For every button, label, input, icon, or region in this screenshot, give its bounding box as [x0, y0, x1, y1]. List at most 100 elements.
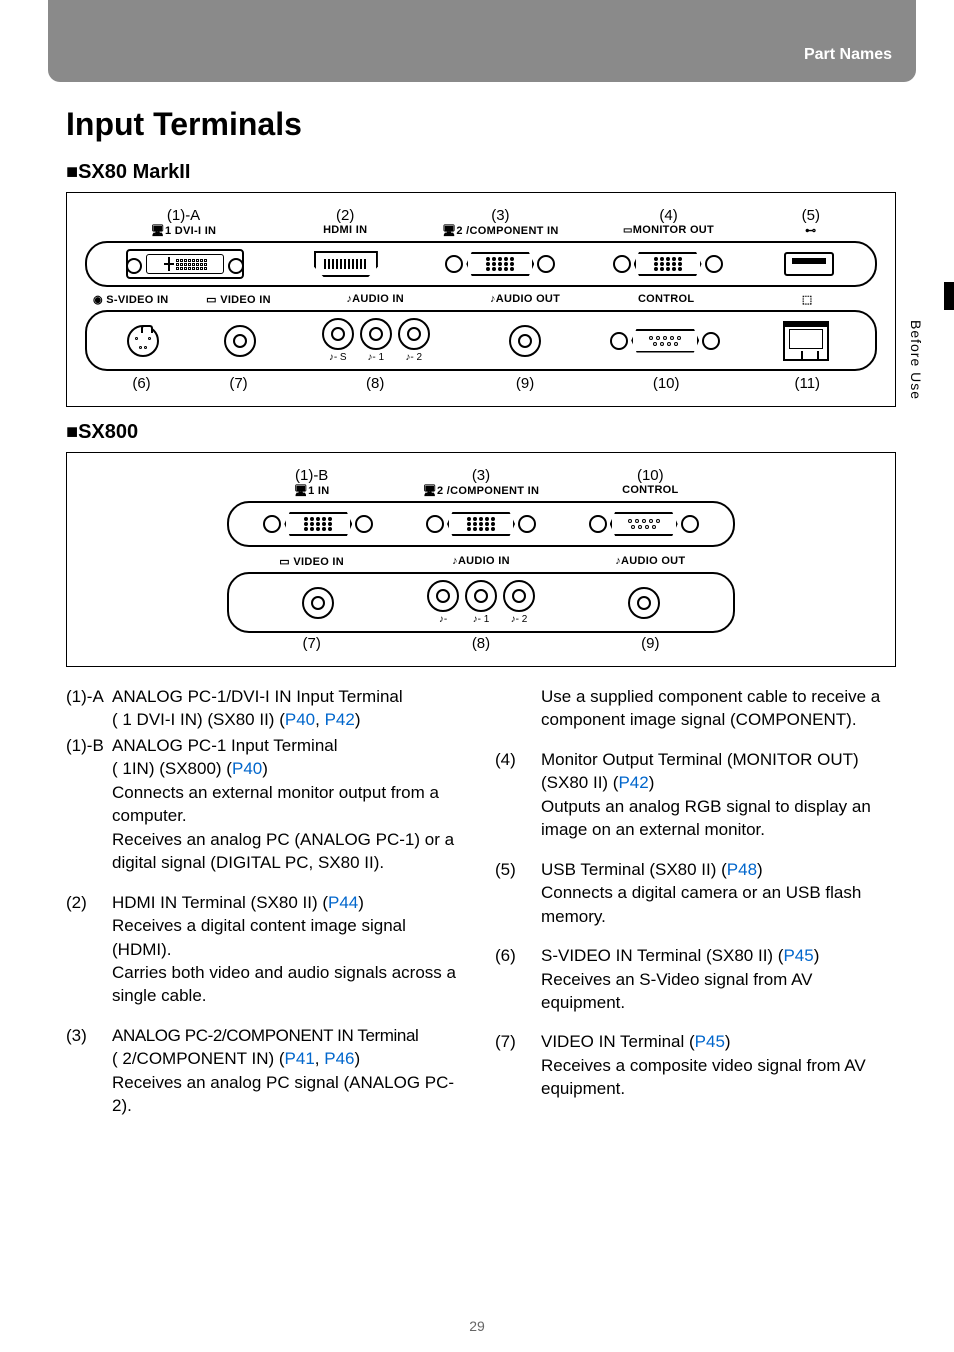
d2-bnum-7: (7)	[227, 635, 396, 652]
d1-cap-hdmi: HDMI IN	[274, 224, 416, 237]
item-1b: (1)-B ANALOG PC-1 Input Terminal ( 1IN) …	[66, 734, 467, 875]
d1-bnum-7: (7)	[190, 375, 287, 392]
d2-num-1b: (1)-B	[227, 467, 396, 484]
d1-num-1a: (1)-A	[93, 207, 274, 224]
d1-cap-usb: ⊷	[753, 224, 869, 237]
d1-cap-audioin: ♪AUDIO IN	[287, 293, 463, 306]
item-2-p2: Carries both video and audio signals acr…	[112, 963, 456, 1005]
diagram-sx80: (1)-A (2) (3) (4) (5) 🖥1 DVI-I IN HDMI I…	[66, 192, 896, 407]
link-p45-b[interactable]: P45	[695, 1032, 725, 1051]
item-1a-num: (1)-A	[66, 685, 112, 732]
link-p44[interactable]: P44	[328, 893, 358, 912]
item-7-num: (7)	[495, 1030, 541, 1100]
audio2-rca-1-icon	[427, 580, 459, 612]
usb-port-icon	[784, 252, 834, 276]
d2-cap-ctrl: CONTROL	[566, 484, 735, 497]
d1-bnum-10: (10)	[587, 375, 746, 392]
d2-num-10: (10)	[566, 467, 735, 484]
audio-in-rca-2-icon	[360, 318, 392, 350]
d1-top-row	[85, 241, 877, 287]
d1-cap-audioout: ♪AUDIO OUT	[463, 293, 586, 306]
link-p42-b[interactable]: P42	[618, 773, 648, 792]
d1-cap-control: CONTROL	[587, 293, 746, 306]
link-p42-a[interactable]: P42	[325, 710, 355, 729]
d1-num-4: (4)	[584, 207, 752, 224]
pc1-port-icon	[265, 509, 371, 539]
svideo-port-icon	[127, 325, 159, 357]
audio-in-rca-3-icon	[398, 318, 430, 350]
d1-num-3: (3)	[416, 207, 584, 224]
audio-out-rca-icon	[509, 325, 541, 357]
item-5-num: (5)	[495, 858, 541, 928]
item-6-p: Receives an S-Video signal from AV equip…	[541, 970, 813, 1012]
item-3-num: (3)	[66, 1024, 112, 1118]
model2-heading: ■SX800	[66, 421, 896, 444]
item-4-num: (4)	[495, 748, 541, 842]
d2-cap-video: ▭ VIDEO IN	[227, 555, 396, 568]
side-tab-label: Before Use	[908, 320, 924, 400]
d2-sub-1: ♪-	[439, 614, 447, 625]
d1-bnum-11: (11)	[746, 375, 869, 392]
link-p45-a[interactable]: P45	[783, 946, 813, 965]
item-4: (4) Monitor Output Terminal (MONITOR OUT…	[495, 748, 896, 842]
item-1a-title: ANALOG PC-1/DVI-I IN Input Terminal	[112, 687, 403, 706]
d2-bnum-8: (8)	[396, 635, 565, 652]
item-1b-p2: Receives an analog PC (ANALOG PC-1) or a…	[112, 830, 454, 872]
header-banner: Part Names	[48, 0, 916, 82]
item-3-p: Receives an analog PC signal (ANALOG PC-…	[112, 1073, 454, 1115]
lan-port-icon	[783, 321, 829, 361]
item-6-num: (6)	[495, 944, 541, 1014]
item-3-cont: Use a supplied component cable to receiv…	[495, 685, 896, 732]
control2-port-icon	[591, 509, 697, 539]
audio2-rca-2-icon	[465, 580, 497, 612]
item-5-p: Connects a digital camera or an USB flas…	[541, 883, 861, 925]
d1-sub-1: ♪- S	[329, 352, 347, 363]
item-1a-desc: ( 1 DVI-I IN) (SX80 II) (	[112, 710, 285, 729]
item-7-p: Receives a composite video signal from A…	[541, 1056, 866, 1098]
item-4-p: Outputs an analog RGB signal to display …	[541, 797, 871, 839]
hdmi-port-icon	[314, 251, 378, 277]
link-p41[interactable]: P41	[285, 1049, 315, 1068]
item-6: (6) S-VIDEO IN Terminal (SX80 II) (P45) …	[495, 944, 896, 1014]
d2-cap-comp: 🖥2 /COMPONENT IN	[396, 484, 565, 497]
item-2: (2) HDMI IN Terminal (SX80 II) (P44) Rec…	[66, 891, 467, 1008]
audio-out2-rca-icon	[628, 587, 660, 619]
d2-cap-audioin: ♪AUDIO IN	[396, 555, 565, 568]
d1-sub-3: ♪- 2	[405, 352, 422, 363]
link-p40-b[interactable]: P40	[232, 759, 262, 778]
d1-bnum-6: (6)	[93, 375, 190, 392]
video-rca-icon	[224, 325, 256, 357]
control-port-icon	[612, 326, 718, 356]
d2-top-row	[227, 501, 735, 547]
item-1a: (1)-A ANALOG PC-1/DVI-I IN Input Termina…	[66, 685, 467, 732]
link-p48[interactable]: P48	[727, 860, 757, 879]
audio2-rca-3-icon	[503, 580, 535, 612]
video2-rca-icon	[302, 587, 334, 619]
item-2-p1: Receives a digital content image signal …	[112, 916, 406, 958]
page-number: 29	[0, 1318, 954, 1334]
d2-sub-2: ♪- 1	[473, 614, 490, 625]
d1-sub-2: ♪- 1	[367, 352, 384, 363]
d2-cap-audioout: ♪AUDIO OUT	[566, 555, 735, 568]
d1-cap-mon: ▭MONITOR OUT	[584, 224, 752, 237]
component-port-icon	[447, 249, 553, 279]
d1-cap-dvi: 🖥1 DVI-I IN	[93, 224, 274, 237]
item-2-num: (2)	[66, 891, 112, 1008]
item-3: (3) ANALOG PC-2/COMPONENT IN Terminal ( …	[66, 1024, 467, 1118]
model1-text: SX80 MarkII	[78, 161, 190, 183]
item-5: (5) USB Terminal (SX80 II) (P48) Connect…	[495, 858, 896, 928]
d1-bnum-8: (8)	[287, 375, 463, 392]
item-1b-title: ANALOG PC-1 Input Terminal	[112, 736, 338, 755]
d1-cap-lan: ⬚	[746, 293, 869, 306]
d2-bnum-9: (9)	[566, 635, 735, 652]
d1-cap-video: ▭ VIDEO IN	[190, 293, 287, 306]
d2-sub-3: ♪- 2	[511, 614, 528, 625]
component2-port-icon	[428, 509, 534, 539]
diagram-sx800: (1)-B (3) (10) 🖥1 IN 🖥2 /COMPONENT IN CO…	[66, 452, 896, 667]
audio-in-rca-1-icon	[322, 318, 354, 350]
item-3-p2: Use a supplied component cable to receiv…	[541, 687, 880, 729]
terminal-list: (1)-A ANALOG PC-1/DVI-I IN Input Termina…	[66, 685, 896, 1134]
link-p40-a[interactable]: P40	[285, 710, 315, 729]
item-3-title: ANALOG PC-2/COMPONENT IN Terminal	[112, 1026, 418, 1045]
link-p46[interactable]: P46	[324, 1049, 354, 1068]
